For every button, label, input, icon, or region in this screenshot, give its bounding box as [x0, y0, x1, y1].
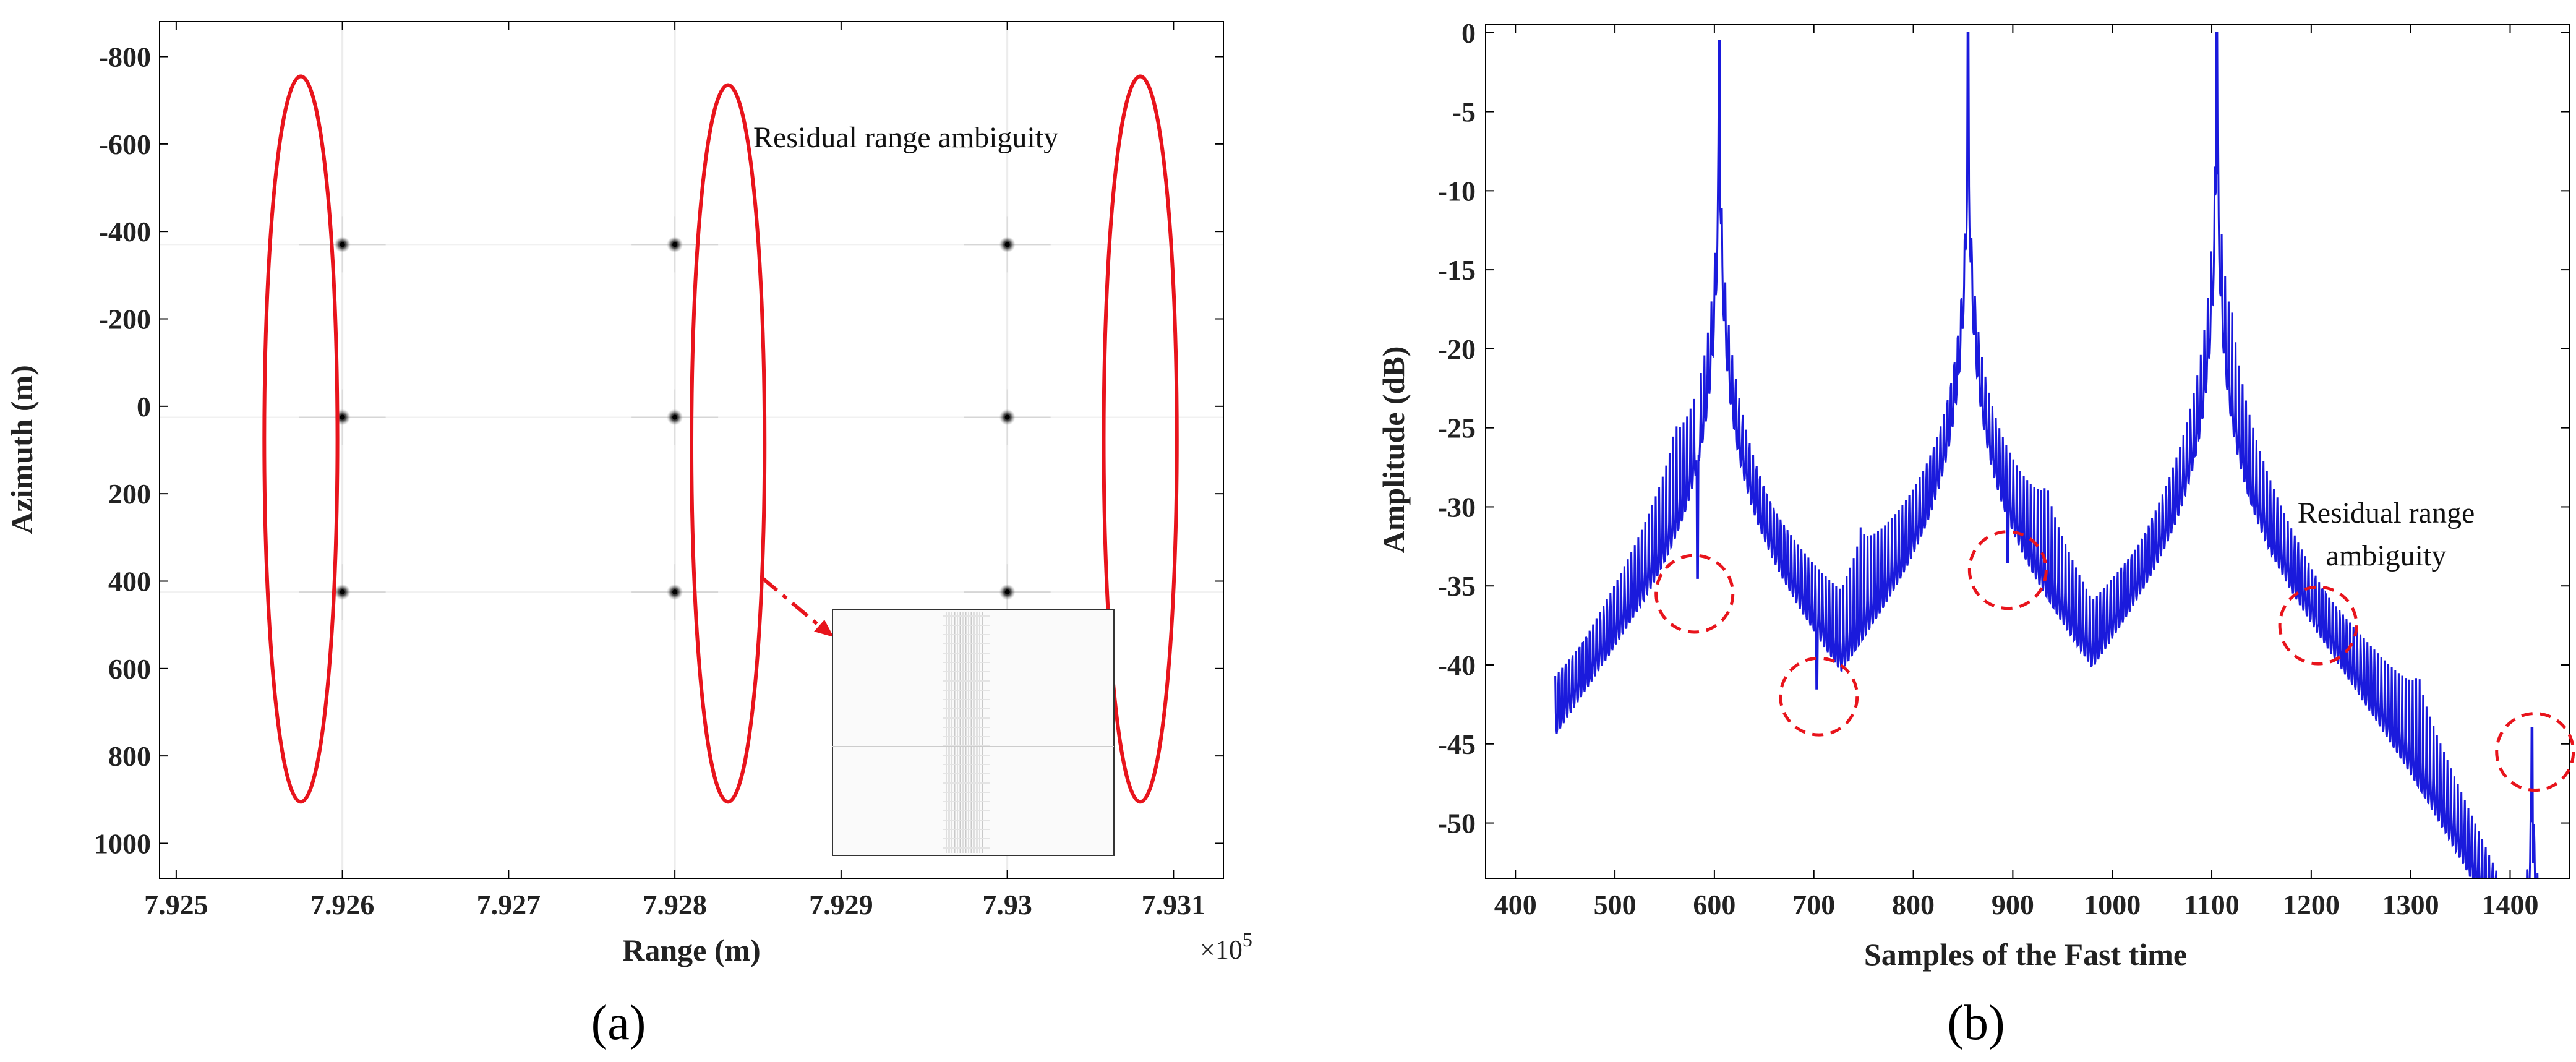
b-y-tick-label-6: -30 — [1438, 491, 1476, 523]
b-x-tick-label-9: 1300 — [2382, 889, 2439, 920]
b-x-tick-label-5: 900 — [1992, 889, 2034, 920]
b-y-tick-label-0: 0 — [1461, 17, 1476, 49]
point-target-3 — [631, 216, 719, 273]
circled-region-2 — [1967, 530, 2048, 610]
panel-b-x-axis-label: Samples of the Fast time — [1864, 937, 2187, 972]
panel-b-x-ticks: 400 500 600 700 800 900 1000 1100 1200 1300 1400 — [1494, 25, 2539, 920]
b-x-tick-label-6: 1000 — [2084, 889, 2141, 920]
panel-a-x-ticks: 7.925 7.926 7.927 7.928 7.929 7.93 7.931 — [144, 22, 1205, 920]
b-y-tick-label-8: -40 — [1438, 649, 1476, 681]
x-tick-label-3: 7.928 — [643, 889, 707, 920]
panel-a-y-ticks: -800 -600 -400 -200 0 200 400 600 800 1000 — [94, 41, 1223, 859]
b-x-tick-label-3: 700 — [1792, 889, 1835, 920]
highlight-ellipse-0 — [262, 74, 340, 804]
x-tick-label-6: 7.931 — [1142, 889, 1206, 920]
panel-b-amplitude-profile: 400 500 600 700 800 900 1000 1100 1200 1300 1400 0… — [1376, 17, 2575, 1050]
point-target-7 — [964, 389, 1051, 445]
panel-b-circled-regions — [1654, 530, 2575, 792]
panel-a-zoom-inset — [761, 576, 1115, 856]
highlight-ellipse-2 — [1102, 74, 1179, 804]
panel-a-range-azimuth-image: 7.925 7.926 7.927 7.928 7.929 7.93 7.931 -800-… — [4, 21, 1252, 1050]
b-x-tick-label-7: 1100 — [2184, 889, 2239, 920]
panel-a-y-axis-label: Azimuth (m) — [4, 365, 39, 534]
panel-a-x-axis-label: Range (m) — [622, 933, 761, 967]
x-tick-label-4: 7.929 — [809, 889, 873, 920]
panel-a-highlight-ellipses — [262, 74, 1179, 804]
point-target-6 — [964, 216, 1051, 273]
inset-frame — [832, 609, 1115, 856]
y-tick-label-9: 1000 — [94, 828, 151, 859]
b-y-tick-label-4: -20 — [1438, 333, 1476, 365]
y-tick-label-7: 600 — [108, 653, 151, 685]
b-y-tick-label-7: -35 — [1438, 570, 1476, 602]
point-target-5 — [631, 564, 719, 620]
panel-b-series-line — [1554, 32, 2539, 878]
circled-region-4 — [2495, 712, 2575, 792]
panel-b-label: (b) — [1947, 996, 2005, 1050]
y-tick-label-5: 200 — [108, 478, 151, 510]
b-y-tick-label-10: -50 — [1438, 808, 1476, 839]
b-x-tick-label-10: 1400 — [2482, 889, 2539, 920]
inset-pointer-arrowhead — [814, 620, 834, 637]
b-x-tick-label-1: 500 — [1594, 889, 1637, 920]
b-x-tick-label-8: 1200 — [2283, 889, 2340, 920]
circled-region-1 — [1779, 656, 1859, 737]
inset-sidelobe-texture — [943, 612, 990, 853]
x-tick-label-5: 7.93 — [982, 889, 1032, 920]
point-target-2 — [299, 564, 386, 620]
y-tick-label-2: -400 — [99, 216, 151, 247]
y-tick-label-3: -200 — [99, 304, 151, 335]
b-x-tick-label-0: 400 — [1494, 889, 1537, 920]
y-tick-label-6: 400 — [108, 565, 151, 597]
y-tick-label-4: 0 — [137, 391, 151, 422]
x-tick-label-2: 7.927 — [477, 889, 541, 920]
panel-a-annotation: Residual range ambiguity — [753, 121, 1058, 154]
panel-b-y-axis-label: Amplitude (dB) — [1376, 346, 1411, 554]
inset-pointer-line — [761, 576, 821, 628]
point-target-4 — [631, 389, 719, 445]
b-y-tick-label-3: -15 — [1438, 254, 1476, 286]
y-tick-label-8: 800 — [108, 740, 151, 772]
panel-b-y-ticks: 0 -5 -10 -15 -20 -25 -30 -35 -40 -45 -50 — [1438, 17, 2570, 839]
panel-a-x-multiplier: ×105 — [1200, 928, 1252, 965]
circled-region-3 — [2278, 585, 2358, 666]
b-x-tick-label-4: 800 — [1892, 889, 1935, 920]
x-multiplier-base: ×10 — [1200, 935, 1243, 965]
point-target-0 — [299, 216, 386, 273]
panel-b-annotation-line1: Residual range — [2298, 497, 2475, 529]
y-tick-label-1: -600 — [99, 129, 151, 160]
highlight-ellipse-1 — [690, 83, 767, 804]
y-tick-label-0: -800 — [99, 41, 151, 73]
panel-a-label: (a) — [591, 996, 646, 1050]
circled-region-0 — [1654, 554, 1735, 634]
b-y-tick-label-2: -10 — [1438, 175, 1476, 207]
panel-a-point-targets — [299, 216, 1051, 620]
x-multiplier-exponent: 5 — [1243, 928, 1252, 951]
panel-b-annotation-line2: ambiguity — [2326, 539, 2447, 572]
b-x-tick-label-2: 600 — [1693, 889, 1735, 920]
b-y-tick-label-5: -25 — [1438, 413, 1476, 444]
b-y-tick-label-1: -5 — [1452, 96, 1476, 128]
x-tick-label-0: 7.925 — [144, 889, 208, 920]
x-tick-label-1: 7.926 — [310, 889, 375, 920]
b-y-tick-label-9: -45 — [1438, 729, 1476, 760]
